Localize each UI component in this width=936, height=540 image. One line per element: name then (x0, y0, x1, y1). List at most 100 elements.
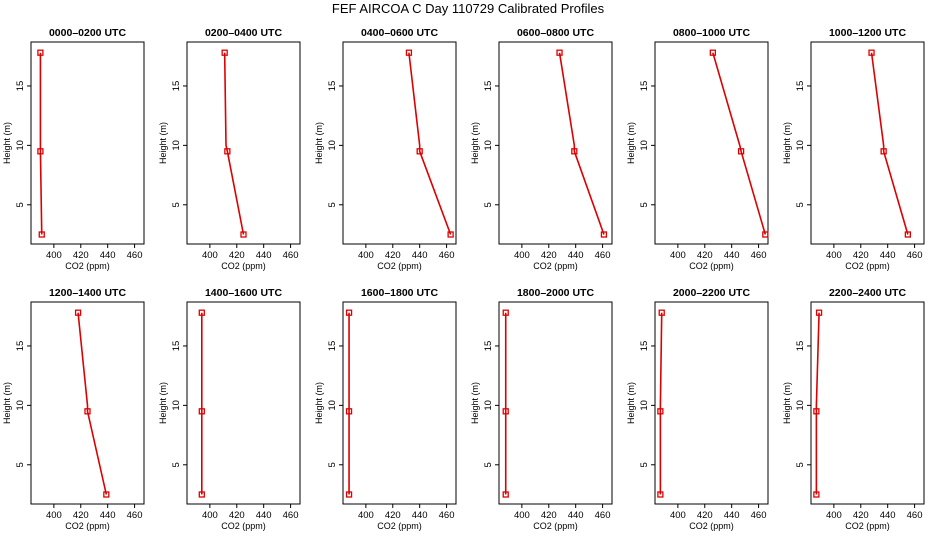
plot-frame (342, 41, 457, 245)
y-tick-label: 15 (483, 81, 494, 92)
x-tick-label: 440 (100, 510, 116, 521)
y-axis-label: Height (m) (626, 382, 636, 424)
x-axis-label: CO2 (ppm) (689, 521, 734, 531)
data-point (405, 49, 413, 56)
data-point (813, 408, 820, 415)
y-axis-label: Height (m) (2, 382, 12, 424)
y-tick-label: 10 (171, 140, 182, 151)
panels-grid: 0000–0200 UTC 400 420 440 460 5 10 15 CO2 (ppm) H… (2, 27, 925, 531)
profile-line (223, 52, 245, 235)
data-point (502, 309, 509, 316)
x-tick-label: 460 (439, 250, 455, 261)
y-axis-label: Height (m) (158, 382, 168, 424)
data-point (37, 148, 44, 155)
y-tick-label: 10 (795, 140, 806, 151)
x-tick-label: 400 (358, 510, 374, 521)
x-tick-label: 420 (541, 250, 557, 261)
panel-title: 1200–1400 UTC (49, 287, 126, 299)
x-axis-label: CO2 (ppm) (65, 261, 110, 271)
profile-line (815, 312, 820, 495)
y-tick-label: 5 (483, 202, 494, 207)
x-tick-label: 440 (100, 250, 116, 261)
y-tick-label: 5 (639, 202, 650, 207)
panel-title: 1400–1600 UTC (205, 287, 282, 299)
x-tick-label: 420 (229, 510, 245, 521)
y-tick-label: 15 (639, 81, 650, 92)
data-point (447, 231, 454, 238)
x-tick-label: 440 (880, 250, 896, 261)
panel-2: 0200–0400 UTC 400 420 440 460 5 10 15 CO2 (ppm) H… (158, 27, 301, 271)
y-tick-label: 15 (15, 81, 26, 92)
profile-line (39, 52, 43, 235)
plot-frame (810, 301, 925, 505)
profile-line (77, 312, 108, 495)
y-tick-label: 15 (171, 341, 182, 352)
x-axis-label: CO2 (ppm) (377, 261, 422, 271)
data-point (240, 231, 247, 238)
panel-11: 2000–2200 UTC 400 420 440 460 5 10 15 CO2 (ppm) H… (626, 287, 769, 531)
x-axis-label: CO2 (ppm) (845, 521, 890, 531)
data-point (37, 49, 44, 56)
y-tick-label: 5 (327, 462, 338, 467)
x-tick-label: 440 (256, 510, 272, 521)
x-tick-label: 460 (907, 250, 923, 261)
panel-title: 0000–0200 UTC (49, 27, 126, 39)
y-tick-label: 5 (15, 202, 26, 207)
data-point (813, 491, 820, 498)
y-axis-label: Height (m) (314, 122, 324, 164)
x-tick-label: 400 (202, 250, 218, 261)
x-tick-label: 420 (385, 510, 401, 521)
x-tick-label: 460 (595, 250, 611, 261)
y-tick-label: 10 (15, 400, 26, 411)
x-tick-label: 420 (229, 250, 245, 261)
y-axis-label: Height (m) (2, 122, 12, 164)
panel-10: 1800–2000 UTC 400 420 440 460 5 10 15 CO2 (ppm) H… (470, 287, 613, 531)
data-point (904, 231, 912, 238)
x-tick-label: 440 (256, 250, 272, 261)
data-point (198, 408, 205, 415)
panel-title: 0600–0800 UTC (517, 27, 594, 39)
y-tick-label: 15 (327, 341, 338, 352)
panel-title: 2000–2200 UTC (673, 287, 750, 299)
x-tick-label: 400 (514, 510, 530, 521)
y-tick-label: 10 (327, 140, 338, 151)
panel-title: 0200–0400 UTC (205, 27, 282, 39)
y-tick-label: 10 (639, 140, 650, 151)
y-axis-label: Height (m) (782, 382, 792, 424)
x-tick-label: 440 (724, 510, 740, 521)
data-point (709, 49, 716, 56)
plot-frame (30, 41, 145, 245)
y-tick-label: 10 (639, 400, 650, 411)
x-tick-label: 420 (697, 250, 713, 261)
x-tick-label: 460 (283, 250, 299, 261)
x-tick-label: 400 (670, 510, 686, 521)
panel-12: 2200–2400 UTC 400 420 440 460 5 10 15 CO2 (ppm) H… (782, 287, 925, 531)
x-tick-label: 400 (358, 250, 374, 261)
data-point (762, 231, 769, 238)
plot-frame (186, 41, 301, 245)
x-tick-label: 400 (46, 510, 62, 521)
x-tick-label: 400 (202, 510, 218, 521)
y-tick-label: 15 (483, 341, 494, 352)
x-axis-label: CO2 (ppm) (845, 261, 890, 271)
x-tick-label: 420 (853, 250, 869, 261)
panel-9: 1600–1800 UTC 400 420 440 460 5 10 15 CO2 (ppm) H… (314, 287, 457, 531)
x-tick-label: 400 (46, 250, 62, 261)
x-axis-label: CO2 (ppm) (221, 261, 266, 271)
panel-3: 0400–0600 UTC 400 420 440 460 5 10 15 CO2 (ppm) H… (314, 27, 457, 271)
panel-title: 1600–1800 UTC (361, 287, 438, 299)
figure-title: FEF AIRCOA C Day 110729 Calibrated Profi… (332, 1, 605, 16)
x-tick-label: 420 (853, 510, 869, 521)
x-tick-label: 460 (127, 250, 143, 261)
y-tick-label: 15 (795, 341, 806, 352)
panel-4: 0600–0800 UTC 400 420 440 460 5 10 15 CO2 (ppm) H… (470, 27, 613, 271)
x-tick-label: 420 (541, 510, 557, 521)
panel-6: 1000–1200 UTC 400 420 440 460 5 10 15 CO2 (ppm) H… (782, 27, 925, 271)
data-point (224, 148, 231, 155)
data-point (657, 491, 664, 498)
x-tick-label: 440 (412, 510, 428, 521)
x-tick-label: 420 (73, 510, 89, 521)
y-tick-label: 15 (327, 81, 338, 92)
x-tick-label: 440 (880, 510, 896, 521)
